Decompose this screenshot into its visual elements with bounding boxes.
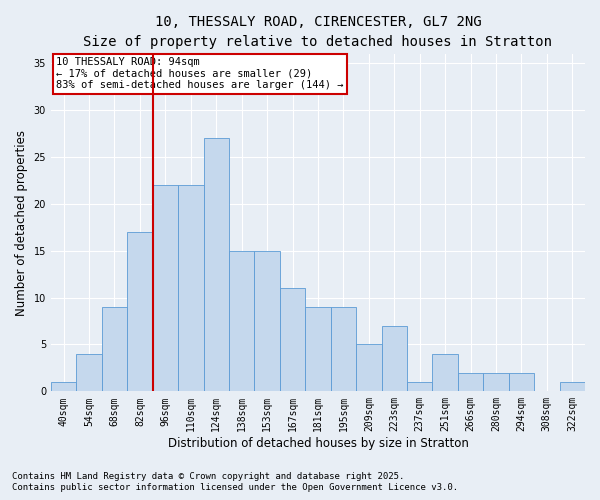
Bar [382, 326, 407, 392]
Title: 10, THESSALY ROAD, CIRENCESTER, GL7 2NG
Size of property relative to detached ho: 10, THESSALY ROAD, CIRENCESTER, GL7 2NG … [83, 15, 553, 48]
Bar [102, 307, 127, 392]
Bar [76, 354, 102, 392]
Bar [152, 185, 178, 392]
X-axis label: Distribution of detached houses by size in Stratton: Distribution of detached houses by size … [167, 437, 469, 450]
Bar [305, 307, 331, 392]
Y-axis label: Number of detached properties: Number of detached properties [15, 130, 28, 316]
Bar [483, 372, 509, 392]
Bar [51, 382, 76, 392]
Bar [458, 372, 483, 392]
Bar [229, 250, 254, 392]
Bar [560, 382, 585, 392]
Bar [331, 307, 356, 392]
Text: 10 THESSALY ROAD: 94sqm
← 17% of detached houses are smaller (29)
83% of semi-de: 10 THESSALY ROAD: 94sqm ← 17% of detache… [56, 57, 344, 90]
Bar [433, 354, 458, 392]
Bar [178, 185, 203, 392]
Bar [280, 288, 305, 392]
Bar [356, 344, 382, 392]
Text: Contains HM Land Registry data © Crown copyright and database right 2025.
Contai: Contains HM Land Registry data © Crown c… [12, 472, 458, 492]
Bar [407, 382, 433, 392]
Bar [509, 372, 534, 392]
Bar [203, 138, 229, 392]
Bar [127, 232, 152, 392]
Bar [254, 250, 280, 392]
